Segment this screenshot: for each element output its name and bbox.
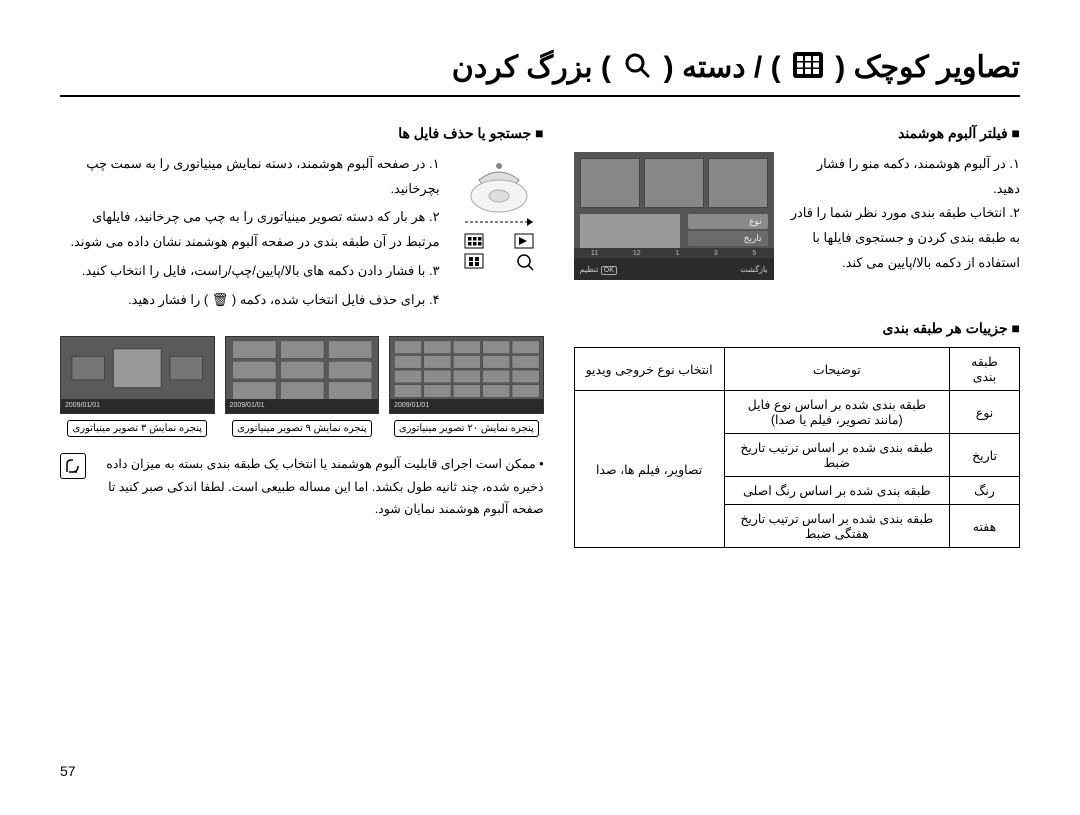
td-output-merged: تصاویر، فیلم ها، صدا — [574, 391, 724, 548]
note-icon — [60, 453, 86, 479]
preview-tab-type: نوع — [688, 214, 768, 229]
page-number: 57 — [60, 763, 76, 779]
thumb-3-date: 2009/01/01 — [61, 399, 214, 413]
zoom-lever-diagram — [454, 162, 544, 312]
th-desc: توضیحات — [724, 348, 949, 391]
column-search-delete: جستجو یا حذف فایل ها ۱. در صفحه آلبوم هو… — [60, 125, 544, 548]
th-category: طبقه بندی — [950, 348, 1020, 391]
thumb-9-caption: پنجره نمایش ۹ تصویر مینیاتوری — [232, 420, 372, 437]
thumbnail-previews-row: 2009/01/01 پنجره نمایش ۲۰ تصویر مینیاتور… — [60, 336, 544, 437]
title-part-c: ) بزرگ کردن — [452, 51, 611, 84]
note-block: • ممکن است اجرای قابلیت آلبوم هوشمند یا … — [60, 453, 544, 521]
category-table: طبقه بندی توضیحات انتخاب نوع خروجی ویدیو… — [574, 347, 1020, 548]
steps-search-delete: ۱. در صفحه آلبوم هوشمند، دسته نمایش مینی… — [60, 152, 440, 316]
magnify-icon — [623, 51, 651, 87]
title-part-b: ) / دسته ( — [664, 51, 781, 84]
step-1: ۱. در صفحه آلبوم هوشمند، دسته نمایش مینی… — [60, 152, 440, 201]
thumb-9-block: 2009/01/01 پنجره نمایش ۹ تصویر مینیاتوری — [225, 336, 380, 437]
table-header-row: طبقه بندی توضیحات انتخاب نوع خروجی ویدیو — [574, 348, 1019, 391]
filter-step-1: ۱. در آلبوم هوشمند، دکمه منو را فشار دهی… — [788, 152, 1020, 201]
thumb-3-caption: پنجره نمایش ۳ تصویر مینیاتوری — [67, 420, 207, 437]
step-4: ۴. برای حذف فایل انتخاب شده، دکمه ( 🗑 ) … — [60, 288, 440, 313]
thumb-20-caption: پنجره نمایش ۲۰ تصویر مینیاتوری — [394, 420, 539, 437]
thumb-9-date: 2009/01/01 — [226, 399, 379, 413]
preview-tab-date: تاریخ — [688, 231, 768, 246]
step-3: ۳. با فشار دادن دکمه های بالا/پایین/چپ/ر… — [60, 259, 440, 284]
th-output: انتخاب نوع خروجی ویدیو — [574, 348, 724, 391]
thumb-9-image: 2009/01/01 — [225, 336, 380, 414]
thumb-20-date: 2009/01/01 — [390, 399, 543, 413]
filter-steps: ۱. در آلبوم هوشمند، دکمه منو را فشار دهی… — [788, 152, 1020, 275]
thumb-3-block: 2009/01/01 پنجره نمایش ۳ تصویر مینیاتوری — [60, 336, 215, 437]
thumb-20-block: 2009/01/01 پنجره نمایش ۲۰ تصویر مینیاتور… — [389, 336, 544, 437]
filter-step-2: ۲. انتخاب طبقه بندی مورد نظر شما را قادر… — [788, 201, 1020, 275]
note-text: • ممکن است اجرای قابلیت آلبوم هوشمند یا … — [96, 453, 544, 521]
column-smart-filter: فیلتر آلبوم هوشمند نوع تاریخ رنگ هفته 11… — [574, 125, 1020, 548]
preview-back-label: بازگشت — [740, 265, 767, 274]
page-title: تصاویر کوچک ( ) / دسته ( ) بزرگ کردن — [60, 50, 1020, 97]
step-2: ۲. هر بار که دسته تصویر مینیاتوری را به … — [60, 205, 440, 254]
thumb-20-image: 2009/01/01 — [389, 336, 544, 414]
section-head-table: جزییات هر طبقه بندی — [574, 320, 1020, 337]
table-row: نوع طبقه بندی شده بر اساس نوع فایل (مانن… — [574, 391, 1019, 434]
section-head-filter: فیلتر آلبوم هوشمند — [574, 125, 1020, 142]
filter-preview-screenshot: نوع تاریخ رنگ هفته 11 12 1 3 5 بازگشت OK… — [574, 152, 774, 280]
section-head-search: جستجو یا حذف فایل ها — [60, 125, 544, 142]
title-part-a: تصاویر کوچک ( — [835, 51, 1020, 84]
thumb-3-image: 2009/01/01 — [60, 336, 215, 414]
preview-set-label: OK تنظیم — [580, 265, 617, 274]
thumbnail-grid-icon — [793, 52, 823, 86]
